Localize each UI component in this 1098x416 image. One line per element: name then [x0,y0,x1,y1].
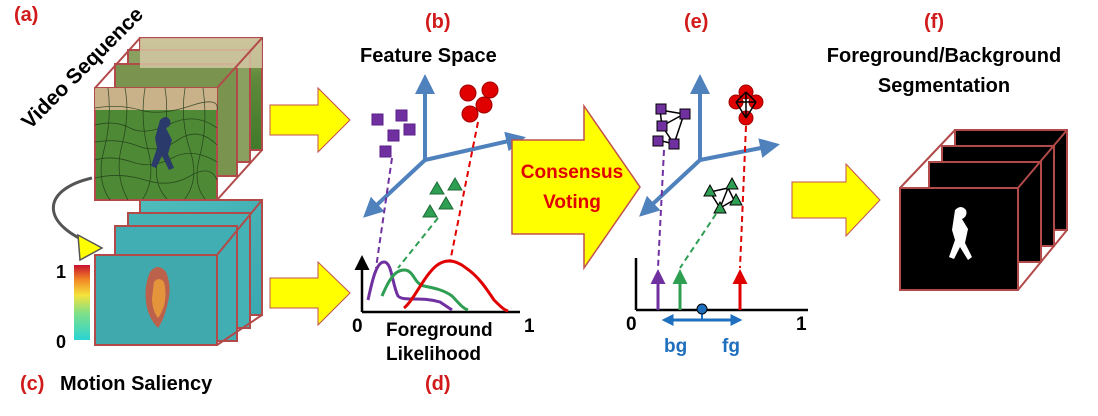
cube-edges [94,37,263,201]
threshold-marker [696,303,708,315]
consensus-voting-arrow [511,103,641,271]
red-cluster [459,81,499,123]
panel-label-d: (d) [425,373,451,395]
person-figure [151,117,174,170]
motion-saliency-label: Motion Saliency [60,373,213,395]
likelihood-xlabel-line2: Likelihood [386,344,481,365]
arrow-e-to-f [791,162,881,238]
red-graph-edges [735,91,757,119]
green-cluster [422,177,463,218]
purple-square [679,108,691,120]
likelihood-plot [354,255,520,314]
panel-label-e: (e) [684,11,708,33]
consensus-axes [639,74,780,217]
panel-label-a: (a) [14,4,38,26]
likelihood-xlabel-line1: Foreground [386,320,493,341]
building-backdrop [140,38,262,68]
green-triangle [725,176,739,190]
colorbar-min-label: 0 [56,332,66,352]
saliency-hotspot-core [152,279,166,318]
curved-arrow-head [77,233,104,262]
purple-square [371,113,384,126]
voting-x-max: 1 [796,314,807,335]
green-triangle [422,204,438,218]
panel-label-f: (f) [924,11,944,33]
green-vote-projection [679,213,717,269]
curved-arrow-shaft [52,176,96,247]
purple-square [656,120,668,132]
purple-cluster [371,109,416,158]
purple-square [668,138,680,150]
purple-vote-projection [657,149,665,269]
consensus-label-line1: Consensus [521,162,623,183]
purple-graph [652,103,691,150]
voting-x-min: 0 [626,314,637,335]
purple-square [403,123,416,136]
segmentation-mask-cube [899,129,1068,291]
red-graph [728,84,764,126]
feature-space-title: Feature Space [360,45,497,67]
panel-label-b: (b) [425,11,451,33]
purple-square [379,145,392,158]
consensus-label-line2: Voting [543,192,601,213]
red-circle [461,105,479,123]
fg-label: fg [722,336,740,357]
red-likelihood-curve [402,259,509,313]
saliency-colorbar [74,265,90,340]
red-circle [481,81,499,99]
bg-label: bg [664,336,687,357]
red-vote-projection [739,125,747,269]
segmentation-title-line1: Foreground/Background [827,45,1061,67]
purple-square [395,109,408,122]
voting-plot [634,258,808,326]
arrow-c-to-d [269,260,351,327]
green-projection [397,217,439,269]
green-triangle [447,177,463,191]
green-triangle [703,183,717,197]
purple-square [652,135,664,147]
purple-square [655,103,667,115]
purple-square [387,129,400,142]
feature-space-axes [363,74,526,218]
segmentation-title-line2: Segmentation [878,75,1010,97]
foreground-mask-figure [949,207,972,260]
green-triangle [438,196,454,210]
motion-saliency-cube [94,199,263,346]
red-circle [459,84,477,102]
panel-label-c: (c) [20,373,44,395]
video-sequence-cube [94,37,263,201]
green-likelihood-curve [380,268,469,312]
likelihood-x-min: 0 [352,316,363,337]
colorbar-max-label: 1 [56,262,66,282]
likelihood-x-max: 1 [524,316,535,337]
red-circle [475,96,493,114]
green-triangle [713,200,727,214]
saliency-cube-edges [216,199,263,346]
green-graph [703,176,743,214]
arrow-a-to-b [269,86,351,154]
green-triangle [429,181,445,195]
mask-cube-edges [899,129,1068,291]
red-projection [449,121,479,263]
green-triangle [729,192,743,206]
purple-projection [375,157,393,269]
